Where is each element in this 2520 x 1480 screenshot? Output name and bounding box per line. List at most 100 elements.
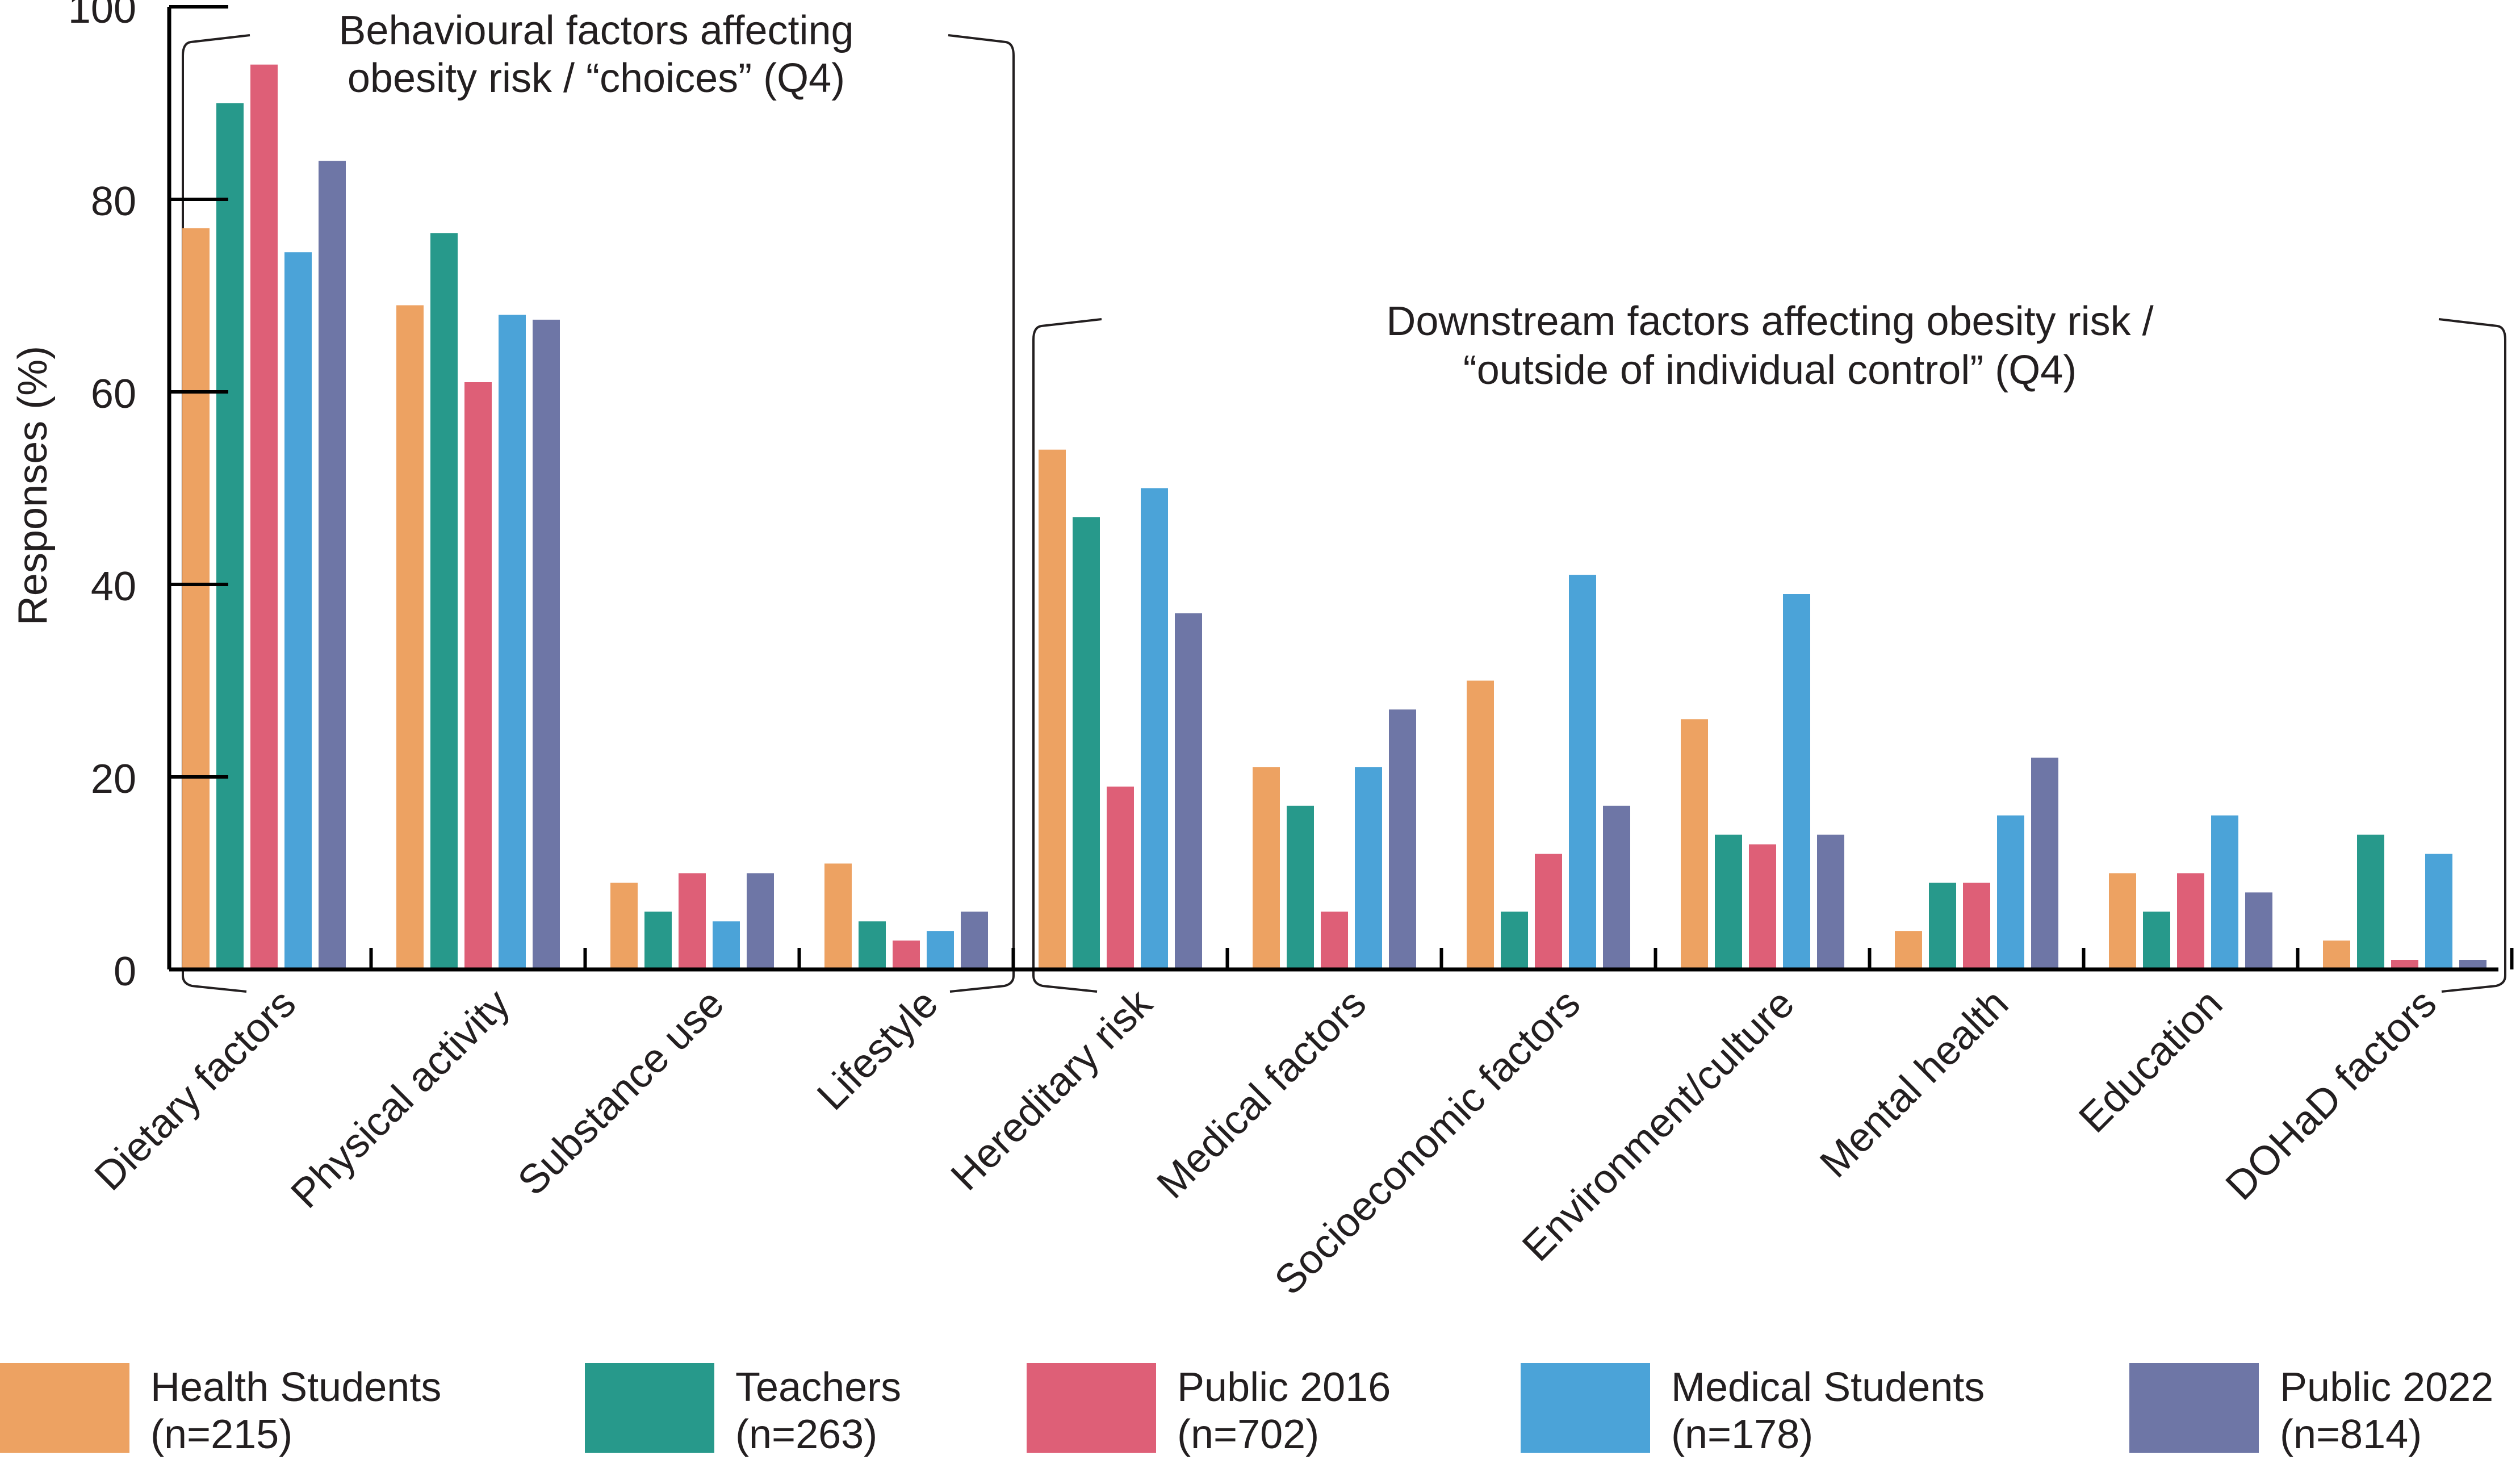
bracket-right-2	[2438, 318, 2506, 993]
bar-5-3	[747, 873, 774, 969]
group-label-2-line-2: “outside of individual control” (Q4)	[1463, 348, 2077, 393]
bar-4-7	[1569, 575, 1596, 969]
bar-3-7	[1535, 854, 1562, 969]
bar-2-6	[1287, 805, 1314, 969]
bar-4-2	[499, 315, 526, 969]
y-tick-label-60: 60	[91, 371, 136, 417]
bar-3-9	[1963, 883, 1990, 969]
x-tick-label-6: Medical factors	[1148, 981, 1375, 1207]
bar-2-11	[2357, 834, 2384, 969]
x-tick-label-10: Education	[2070, 981, 2231, 1142]
legend-n-3: (n=702)	[1177, 1412, 1319, 1457]
bar-1-4	[824, 863, 852, 969]
bar-1-11	[2323, 940, 2350, 969]
bar-5-2	[533, 319, 560, 969]
legend-n-4: (n=178)	[1671, 1412, 1813, 1457]
bar-1-1	[182, 228, 210, 969]
bar-4-3	[713, 921, 740, 970]
legend-swatch-2	[585, 1363, 714, 1453]
legend-n-2: (n=263)	[735, 1412, 877, 1457]
bar-1-6	[1253, 767, 1280, 969]
bar-1-3	[610, 883, 638, 969]
bar-2-8	[1715, 834, 1742, 969]
y-tick-label-100: 100	[68, 0, 136, 32]
bar-3-4	[893, 940, 920, 969]
bar-2-1	[216, 103, 244, 969]
group-brackets	[182, 34, 2506, 993]
legend: Health Students(n=215) Teachers(n=263) Pub…	[0, 1363, 2493, 1457]
bar-1-2	[396, 305, 424, 969]
bar-3-5	[1107, 787, 1134, 969]
y-tick-label-20: 20	[91, 756, 136, 802]
bar-2-9	[1929, 883, 1956, 969]
y-axis-label: Responses (%)	[10, 346, 56, 625]
legend-label-3: Public 2016	[1177, 1365, 1391, 1410]
x-tick-label-5: Hereditary risk	[943, 980, 1161, 1199]
bar-4-10	[2211, 815, 2238, 969]
bar-5-8	[1817, 834, 1844, 969]
axes: 0 20 40 60 80 100	[68, 0, 2514, 994]
bar-1-9	[1895, 931, 1922, 969]
bar-4-11	[2425, 854, 2452, 969]
bar-3-8	[1749, 844, 1776, 969]
bar-4-6	[1355, 767, 1382, 969]
bar-4-8	[1783, 594, 1810, 969]
bar-5-9	[2031, 758, 2058, 969]
x-tick-label-2: Physical activity	[282, 981, 518, 1217]
bar-2-4	[859, 921, 886, 970]
legend-label-5: Public 2022	[2280, 1365, 2493, 1410]
bar-4-4	[927, 931, 954, 969]
x-tick-label-9: Mental health	[1811, 981, 2017, 1186]
bar-1-5	[1039, 449, 1066, 969]
bar-5-7	[1603, 805, 1630, 969]
legend-swatch-1	[0, 1363, 129, 1453]
bar-5-4	[961, 912, 988, 969]
bar-5-11	[2459, 960, 2486, 969]
bar-4-1	[284, 252, 312, 970]
bracket-right-1	[948, 34, 1015, 993]
bar-5-5	[1175, 613, 1202, 969]
y-tick-label-40: 40	[91, 564, 136, 609]
bar-3-3	[679, 873, 706, 969]
legend-swatch-4	[1521, 1363, 1650, 1453]
bar-1-10	[2109, 873, 2136, 969]
bar-3-2	[464, 382, 492, 969]
x-tick-label-4: Lifestyle	[809, 981, 947, 1119]
bar-5-6	[1389, 709, 1416, 969]
bar-2-2	[430, 233, 458, 969]
bar-3-11	[2391, 960, 2418, 969]
legend-label-1: Health Students	[150, 1365, 441, 1410]
group-label-2-line-1: Downstream factors affecting obesity ris…	[1386, 299, 2153, 344]
group-label-1-line-1: Behavioural factors affecting	[338, 8, 853, 53]
legend-swatch-5	[2129, 1363, 2259, 1453]
y-tick-label-0: 0	[114, 949, 136, 994]
bar-3-10	[2177, 873, 2204, 969]
group-label-1-line-2: obesity risk / “choices” (Q4)	[348, 56, 845, 101]
x-tick-label-3: Substance use	[509, 981, 732, 1204]
x-tick-label-1: Dietary factors	[86, 981, 305, 1199]
legend-label-4: Medical Students	[1671, 1365, 1985, 1410]
x-tick-label-11: DOHaD factors	[2217, 981, 2446, 1209]
legend-swatch-3	[1027, 1363, 1156, 1453]
bar-4-5	[1141, 488, 1168, 969]
legend-label-2: Teachers	[735, 1365, 901, 1410]
bar-4-9	[1997, 815, 2024, 969]
bar-5-10	[2245, 892, 2272, 969]
bar-1-8	[1681, 719, 1708, 969]
bar-3-6	[1321, 912, 1348, 969]
legend-n-1: (n=215)	[150, 1412, 292, 1457]
bar-3-1	[250, 64, 278, 970]
bar-1-7	[1467, 680, 1494, 969]
legend-n-5: (n=814)	[2280, 1412, 2422, 1457]
y-tick-label-80: 80	[91, 179, 136, 224]
bracket-left-2	[1032, 318, 1102, 993]
bar-2-5	[1073, 517, 1100, 969]
bar-5-1	[319, 161, 346, 970]
bars	[182, 64, 2486, 970]
bar-2-10	[2143, 912, 2170, 969]
bar-2-3	[644, 912, 672, 969]
bar-2-7	[1501, 912, 1528, 969]
